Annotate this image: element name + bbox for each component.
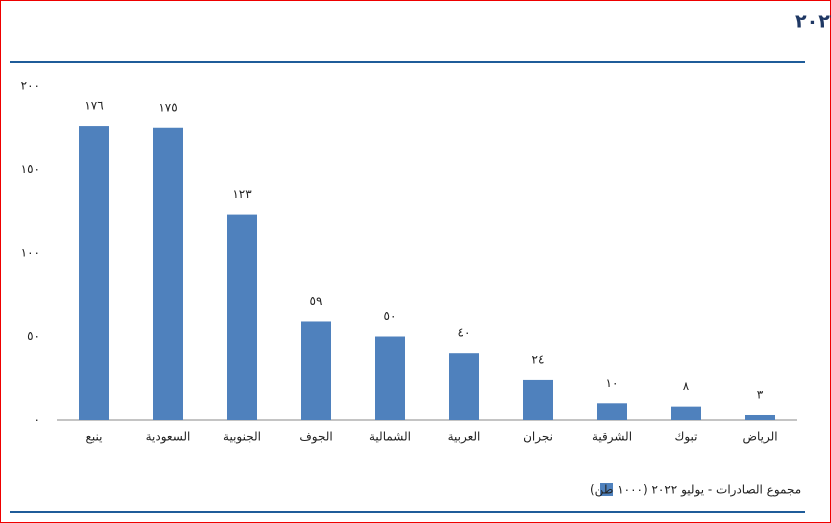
value-label: ٢٤ (532, 352, 545, 366)
y-tick-label: ٠ (34, 413, 40, 427)
bar (375, 336, 405, 420)
x-tick-label: ينبع (86, 430, 103, 444)
value-label: ٣ (757, 387, 764, 401)
bar (79, 126, 109, 420)
bar (153, 127, 183, 420)
value-label: ١٧٦ (84, 99, 103, 113)
value-label: ١٢٣ (232, 187, 252, 201)
x-tick-label: تبوك (674, 430, 697, 445)
bar (671, 406, 701, 420)
bar (449, 353, 479, 420)
y-tick-label: ٥٠ (27, 329, 40, 343)
value-label: ١٠ (606, 376, 619, 390)
x-tick-label: نجران (523, 430, 553, 445)
legend-label: مجموع الصادرات - يوليو ٢٠٢٢ (١٠٠٠ طن) (590, 483, 801, 498)
y-tick-label: ٢٠٠ (21, 79, 40, 93)
value-label: ١٧٥ (158, 100, 177, 114)
bar (227, 214, 257, 420)
bar (523, 379, 553, 420)
bar (301, 321, 331, 420)
y-tick-label: ١٥٠ (21, 162, 40, 176)
y-tick-label: ١٠٠ (21, 246, 40, 260)
value-label: ٥٠ (384, 309, 397, 323)
x-tick-label: العربية (448, 430, 481, 445)
x-tick-label: السعودية (146, 430, 191, 445)
value-label: ٥٩ (310, 294, 323, 308)
x-tick-label: الشرقية (592, 430, 632, 445)
x-tick-label: الشمالية (369, 430, 411, 444)
chart-title: صادرات الأسمنت والكلنكر لشهر يوليو ٢٠٢٢ (795, 10, 831, 33)
value-label: ٤٠ (458, 326, 471, 340)
value-label: ٨ (683, 379, 690, 393)
x-tick-label: الرياض (742, 430, 777, 445)
x-tick-label: الجنوبية (223, 430, 261, 445)
legend-swatch (600, 483, 613, 496)
x-tick-label: الجوف (299, 430, 332, 445)
bar (597, 403, 627, 420)
bar (745, 414, 775, 420)
